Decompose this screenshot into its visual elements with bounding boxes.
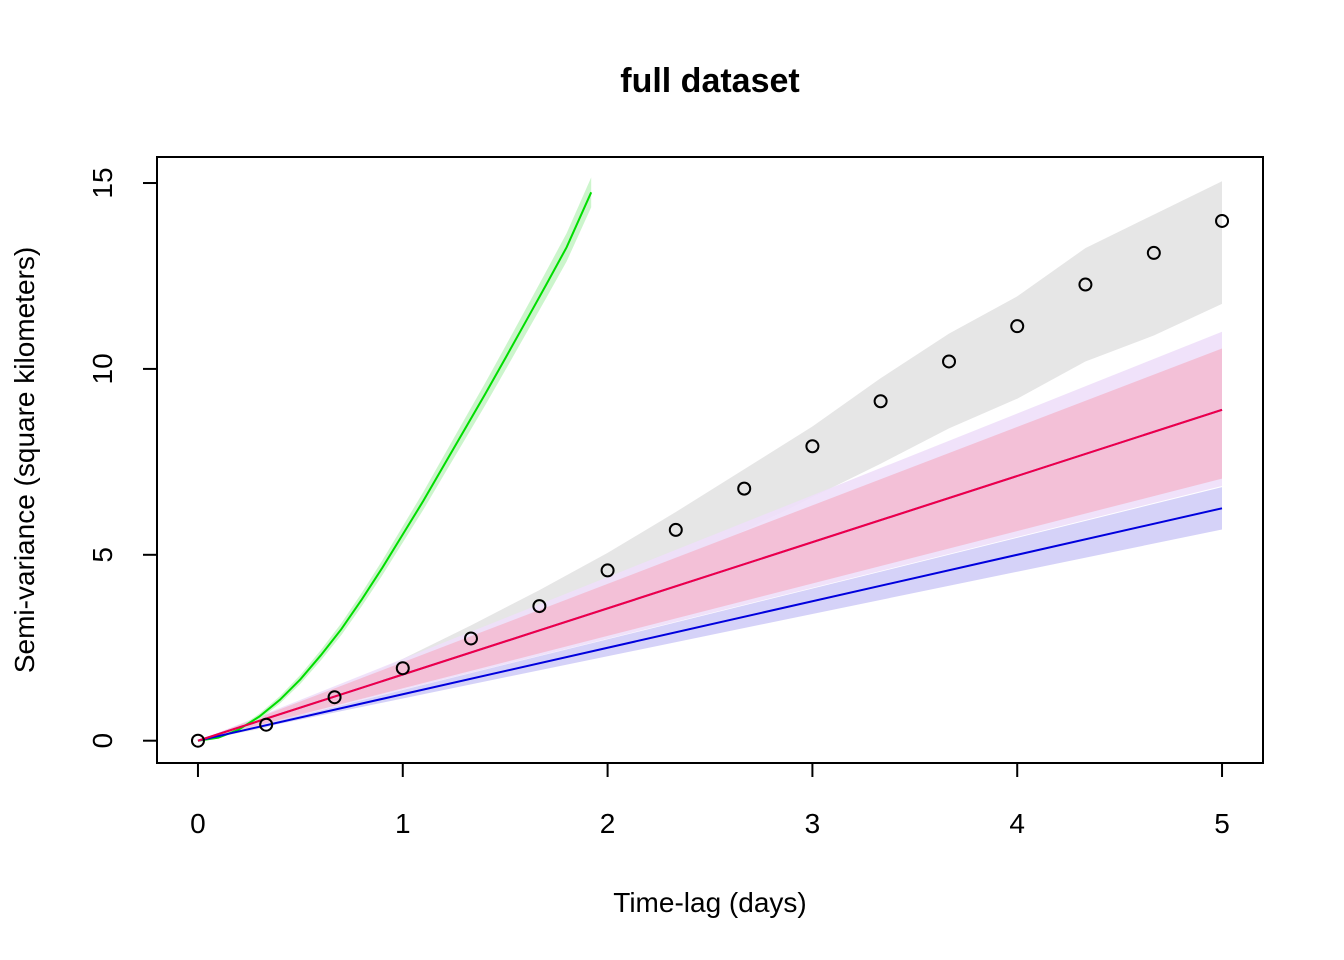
model-band-1	[198, 487, 1222, 741]
data-point	[190, 733, 205, 748]
data-point	[1215, 213, 1230, 228]
x-tick-label: 5	[1214, 808, 1230, 839]
data-point	[942, 354, 957, 369]
y-axis-label: Semi-variance (square kilometers)	[9, 247, 40, 673]
model-line-3	[197, 408, 1223, 742]
model-band-2	[198, 331, 1222, 741]
y-tick-label: 0	[87, 733, 118, 749]
y-tick-label: 10	[87, 353, 118, 384]
empirical-band	[198, 181, 1222, 741]
plot-area	[190, 177, 1230, 748]
y-tick-label: 15	[87, 167, 118, 198]
x-axis-label: Time-lag (days)	[613, 887, 806, 918]
y-tick-label: 5	[87, 547, 118, 563]
data-point	[1078, 277, 1093, 292]
x-tick-label: 1	[395, 808, 411, 839]
model-band-3	[198, 348, 1222, 741]
x-tick-label: 3	[805, 808, 821, 839]
data-point	[395, 661, 410, 676]
plot-frame	[156, 156, 1264, 764]
model-line-0	[197, 191, 593, 742]
data-point	[327, 690, 342, 705]
data-point	[668, 522, 683, 537]
data-point	[463, 631, 478, 646]
x-axis: 0 1 2 3 4 5	[190, 763, 1230, 839]
data-point	[600, 563, 615, 578]
data-point	[259, 717, 274, 732]
x-tick-label: 2	[600, 808, 616, 839]
chart-title: full dataset	[620, 62, 799, 100]
x-tick-label: 4	[1009, 808, 1025, 839]
data-point	[873, 394, 888, 409]
data-point	[805, 439, 820, 454]
data-point	[532, 599, 547, 614]
data-point	[737, 481, 752, 496]
x-tick-label: 0	[190, 808, 206, 839]
model-line-1	[197, 507, 1223, 742]
y-axis: 0 5 10 15	[87, 167, 157, 748]
data-point	[1010, 319, 1025, 334]
data-point	[1146, 245, 1161, 260]
